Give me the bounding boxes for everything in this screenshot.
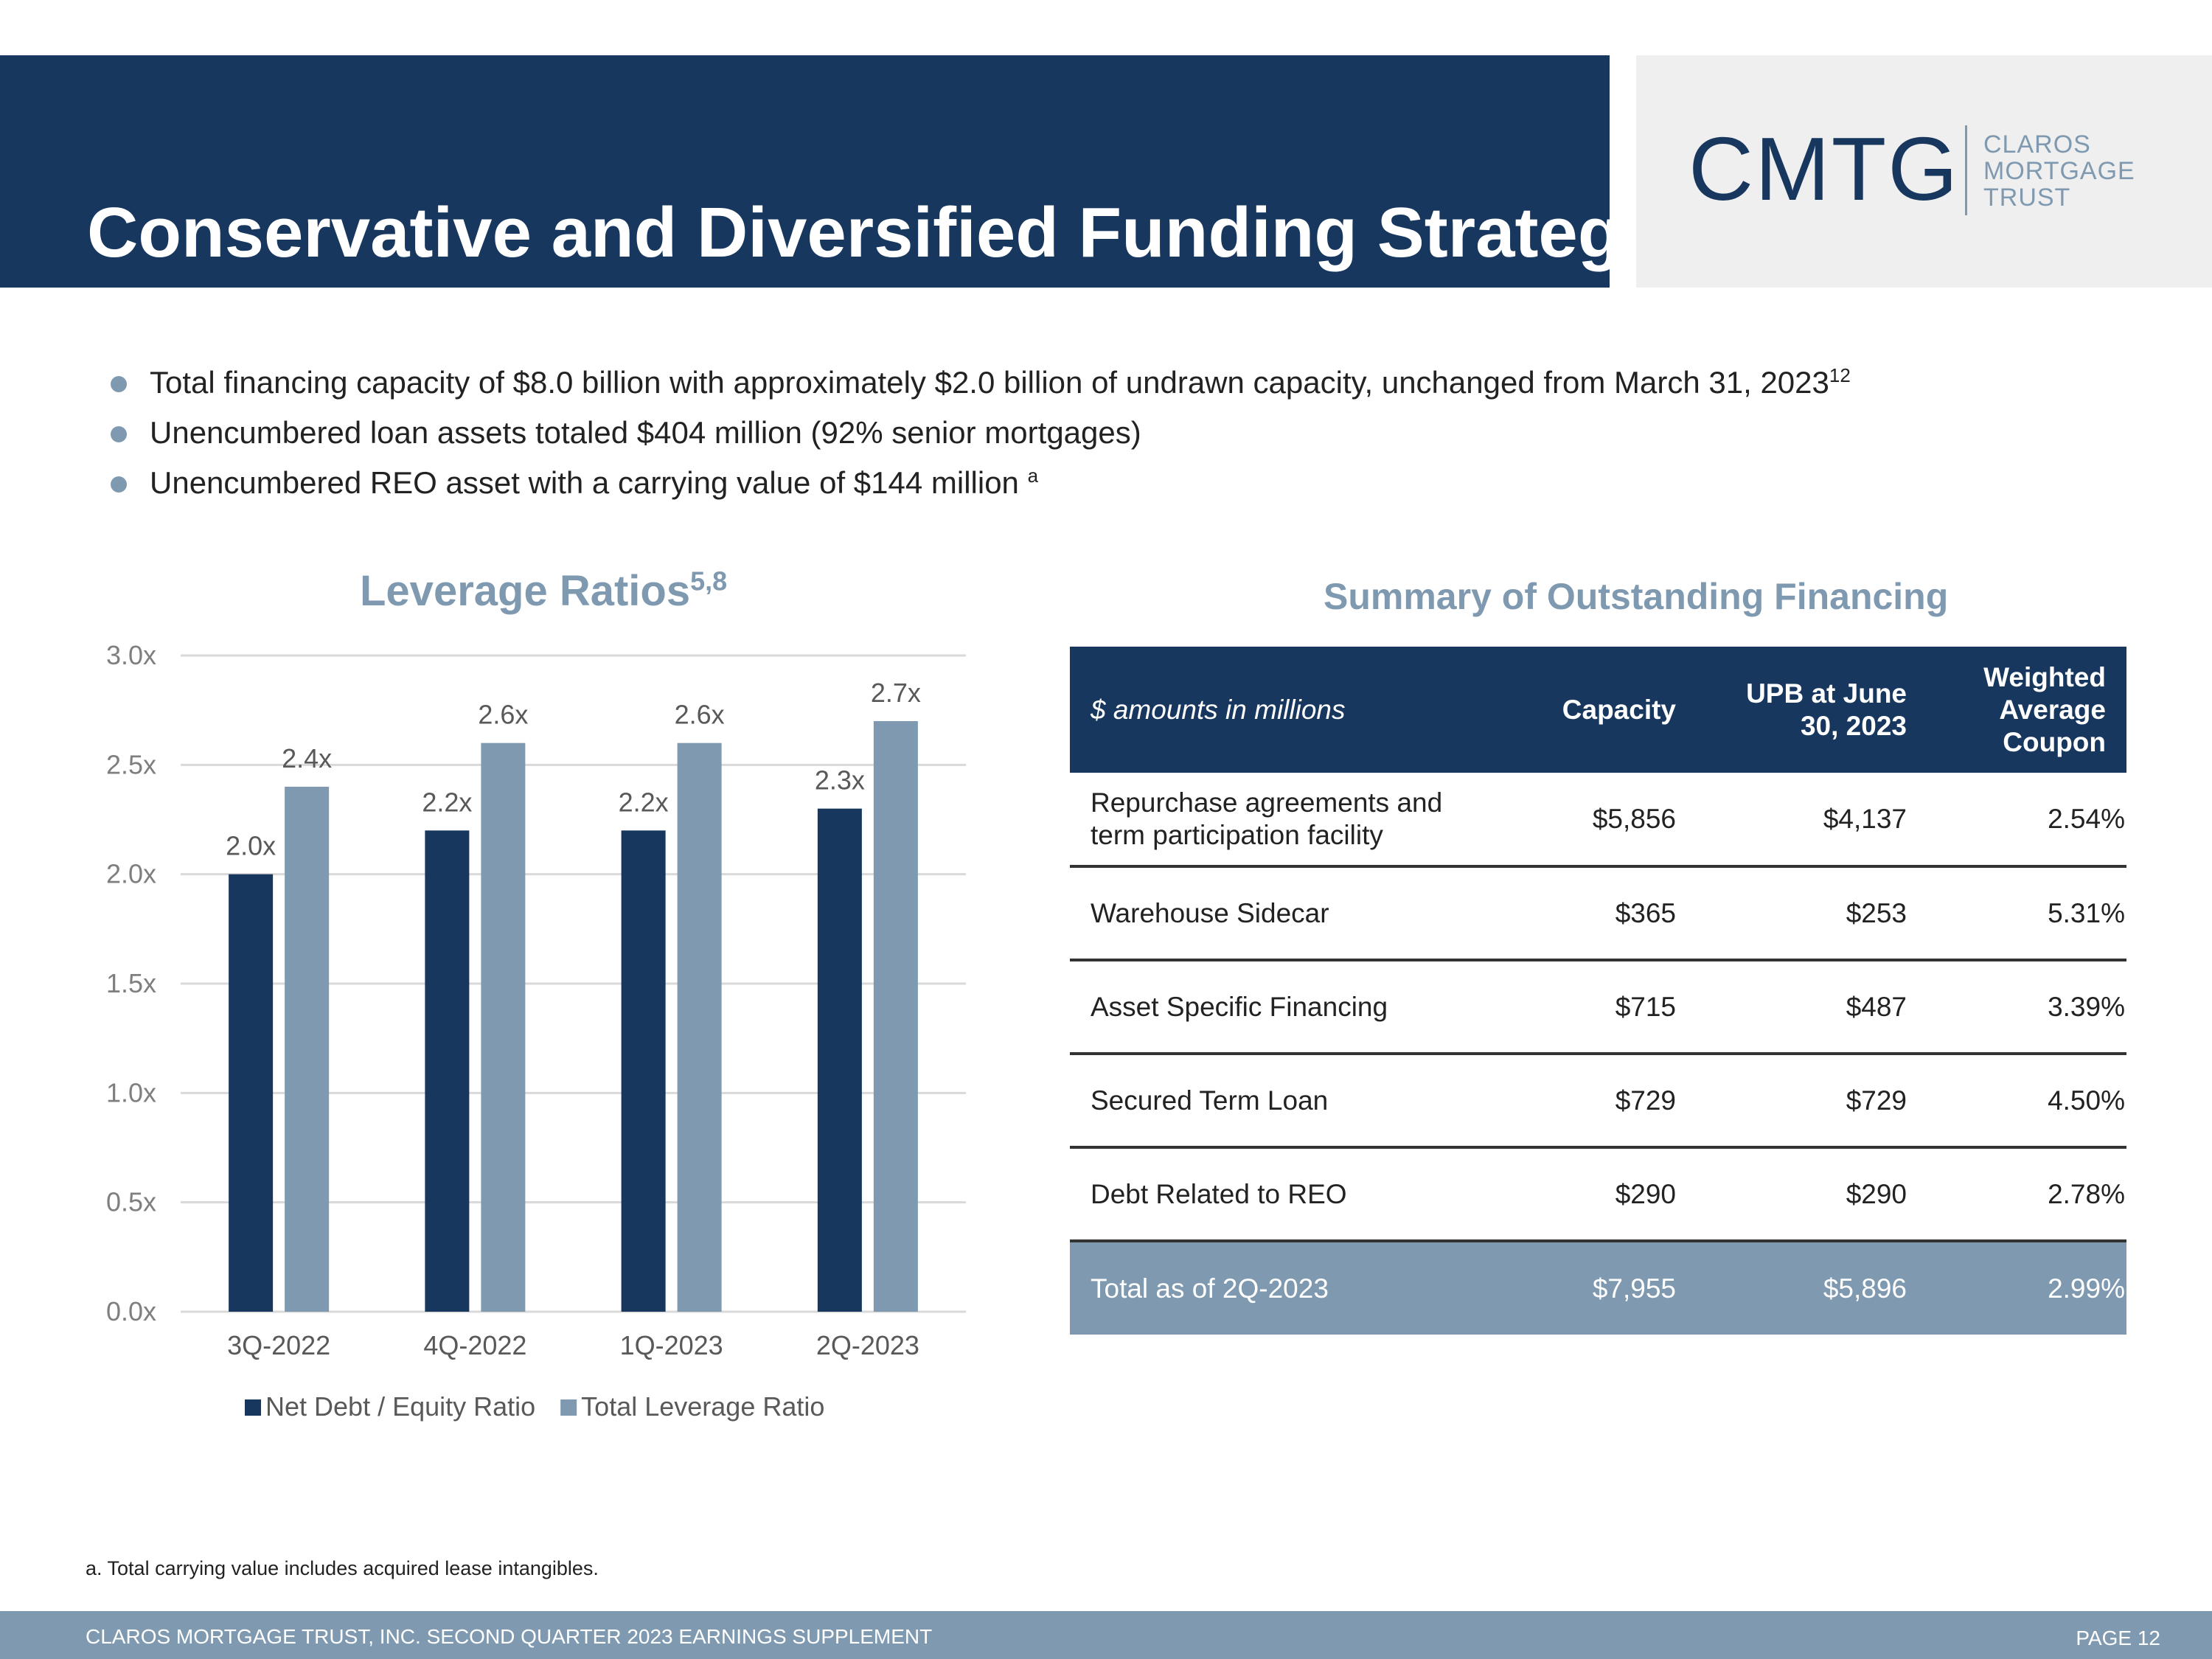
bullet-dot-icon: [111, 426, 127, 442]
facility-cell: Warehouse Sidecar: [1070, 866, 1483, 961]
bar: [817, 808, 862, 1312]
legend-label: Net Debt / Equity Ratio: [265, 1391, 535, 1422]
chart-title: Leverage Ratios5,8: [360, 566, 727, 616]
y-tick-label: 0.5x: [106, 1187, 156, 1217]
total-capacity-cell: $7,955: [1483, 1239, 1697, 1335]
total-label-cell: Total as of 2Q-2023: [1070, 1239, 1483, 1335]
logo-word: TRUST: [1983, 184, 2071, 212]
y-tick-label: 0.0x: [106, 1296, 156, 1326]
coupon-cell: 2.78%: [1927, 1147, 2126, 1242]
facility-cell: Repurchase agreements and term participa…: [1070, 773, 1483, 868]
table-row: Repurchase agreements and term participa…: [1070, 773, 2126, 868]
bar: [285, 787, 330, 1312]
capacity-cell: $715: [1483, 960, 1697, 1055]
coupon-cell: 5.31%: [1927, 866, 2126, 961]
data-label: 2.6x: [675, 700, 725, 730]
financing-title: Summary of Outstanding Financing: [1324, 576, 1949, 617]
coupon-cell: 3.39%: [1927, 960, 2126, 1055]
bar: [481, 742, 526, 1312]
upb-cell: $487: [1697, 960, 1927, 1055]
logo-wordmark: CLAROS MORTGAGE TRUST: [1983, 131, 2135, 211]
upb-cell: $4,137: [1697, 773, 1927, 868]
x-tick-label: 4Q-2022: [423, 1330, 526, 1360]
facility-cell: Secured Term Loan: [1070, 1054, 1483, 1149]
logo-mark: CMTG: [1688, 119, 1960, 219]
y-tick-label: 2.0x: [106, 859, 156, 889]
column-header: Capacity: [1483, 647, 1697, 773]
footnote: a. Total carrying value includes acquire…: [86, 1557, 599, 1579]
legend-label: Total Leverage Ratio: [581, 1391, 824, 1422]
upb-cell: $290: [1697, 1147, 1927, 1242]
column-header: $ amounts in millions: [1070, 647, 1483, 773]
upb-cell: $729: [1697, 1054, 1927, 1149]
facility-cell: Asset Specific Financing: [1070, 960, 1483, 1055]
y-tick-label: 2.5x: [106, 749, 156, 779]
page-title: Conservative and Diversified Funding Str…: [87, 193, 1660, 272]
table-row: Secured Term Loan $729 $729 4.50%: [1070, 1054, 2126, 1149]
y-tick-label: 3.0x: [106, 640, 156, 670]
y-tick-label: 1.5x: [106, 968, 156, 998]
y-tick-label: 1.0x: [106, 1077, 156, 1107]
bar: [677, 742, 722, 1312]
legend-swatch: [560, 1399, 577, 1416]
legend-swatch: [245, 1399, 261, 1416]
highlight-text: Unencumbered loan assets totaled $404 mi…: [150, 415, 1141, 450]
chart-title-ref: 5,8: [690, 566, 728, 597]
chart-title-text: Leverage Ratios: [360, 567, 691, 615]
bar: [229, 874, 274, 1312]
data-label: 2.4x: [282, 743, 332, 773]
highlight-item: Total financing capacity of $8.0 billion…: [111, 358, 1851, 408]
logo-divider: [1965, 125, 1967, 215]
highlight-item: Unencumbered loan assets totaled $404 mi…: [111, 408, 1851, 458]
bar: [425, 830, 470, 1312]
total-upb-cell: $5,896: [1697, 1239, 1927, 1335]
table-row: Debt Related to REO $290 $290 2.78%: [1070, 1147, 2126, 1242]
logo-word: CLAROS: [1983, 131, 2091, 159]
leverage-ratio-chart: 0.0x 0.5x 1.0x 1.5x 2.0x 2.5x 3.0x 2.0x 2.4x 3Q-2…: [106, 640, 966, 1422]
coupon-cell: 2.54%: [1927, 773, 2126, 868]
capacity-cell: $5,856: [1483, 773, 1697, 868]
highlights-list: Total financing capacity of $8.0 billion…: [111, 358, 1851, 508]
bar: [873, 721, 918, 1312]
bullet-dot-icon: [111, 476, 127, 493]
table-row: Asset Specific Financing $715 $487 3.39%: [1070, 960, 2126, 1055]
data-label: 2.6x: [478, 700, 528, 730]
highlight-item: Unencumbered REO asset with a carrying v…: [111, 458, 1851, 508]
facility-cell: Debt Related to REO: [1070, 1147, 1483, 1242]
data-label: 2.0x: [226, 831, 276, 861]
capacity-cell: $729: [1483, 1054, 1697, 1149]
table-row: Warehouse Sidecar $365 $253 5.31%: [1070, 866, 2126, 961]
logo-word: MORTGAGE: [1983, 157, 2135, 185]
column-header: UPB at June 30, 2023: [1697, 647, 1927, 773]
bullet-dot-icon: [111, 376, 127, 392]
highlight-text: Unencumbered REO asset with a carrying v…: [150, 465, 1028, 500]
data-label: 2.3x: [815, 765, 865, 796]
logo-box: [1636, 55, 2212, 288]
footnote-ref: 12: [1829, 364, 1851, 386]
x-tick-label: 3Q-2022: [227, 1330, 330, 1360]
coupon-cell: 4.50%: [1927, 1054, 2126, 1149]
footnote-ref: a: [1027, 465, 1039, 487]
page-number: PAGE 12: [2076, 1627, 2160, 1649]
capacity-cell: $365: [1483, 866, 1697, 961]
table-header-row: $ amounts in millions Capacity UPB at Ju…: [1070, 647, 2126, 773]
bar: [621, 830, 666, 1312]
financing-table: $ amounts in millions Capacity UPB at Ju…: [1070, 647, 2126, 1335]
data-label: 2.7x: [871, 678, 921, 708]
upb-cell: $253: [1697, 866, 1927, 961]
footer-band: [0, 1611, 2212, 1659]
footer-caption: CLAROS MORTGAGE TRUST, INC. SECOND QUART…: [86, 1625, 933, 1648]
header-band: [0, 55, 1610, 288]
x-tick-label: 1Q-2023: [620, 1330, 723, 1360]
table-total-row: Total as of 2Q-2023 $7,955 $5,896 2.99%: [1070, 1239, 2126, 1335]
x-tick-label: 2Q-2023: [816, 1330, 919, 1360]
data-label: 2.2x: [619, 787, 669, 817]
total-coupon-cell: 2.99%: [1927, 1239, 2126, 1335]
capacity-cell: $290: [1483, 1147, 1697, 1242]
highlight-text: Total financing capacity of $8.0 billion…: [150, 365, 1829, 400]
column-header: Weighted Average Coupon: [1927, 647, 2126, 773]
data-label: 2.2x: [422, 787, 472, 817]
